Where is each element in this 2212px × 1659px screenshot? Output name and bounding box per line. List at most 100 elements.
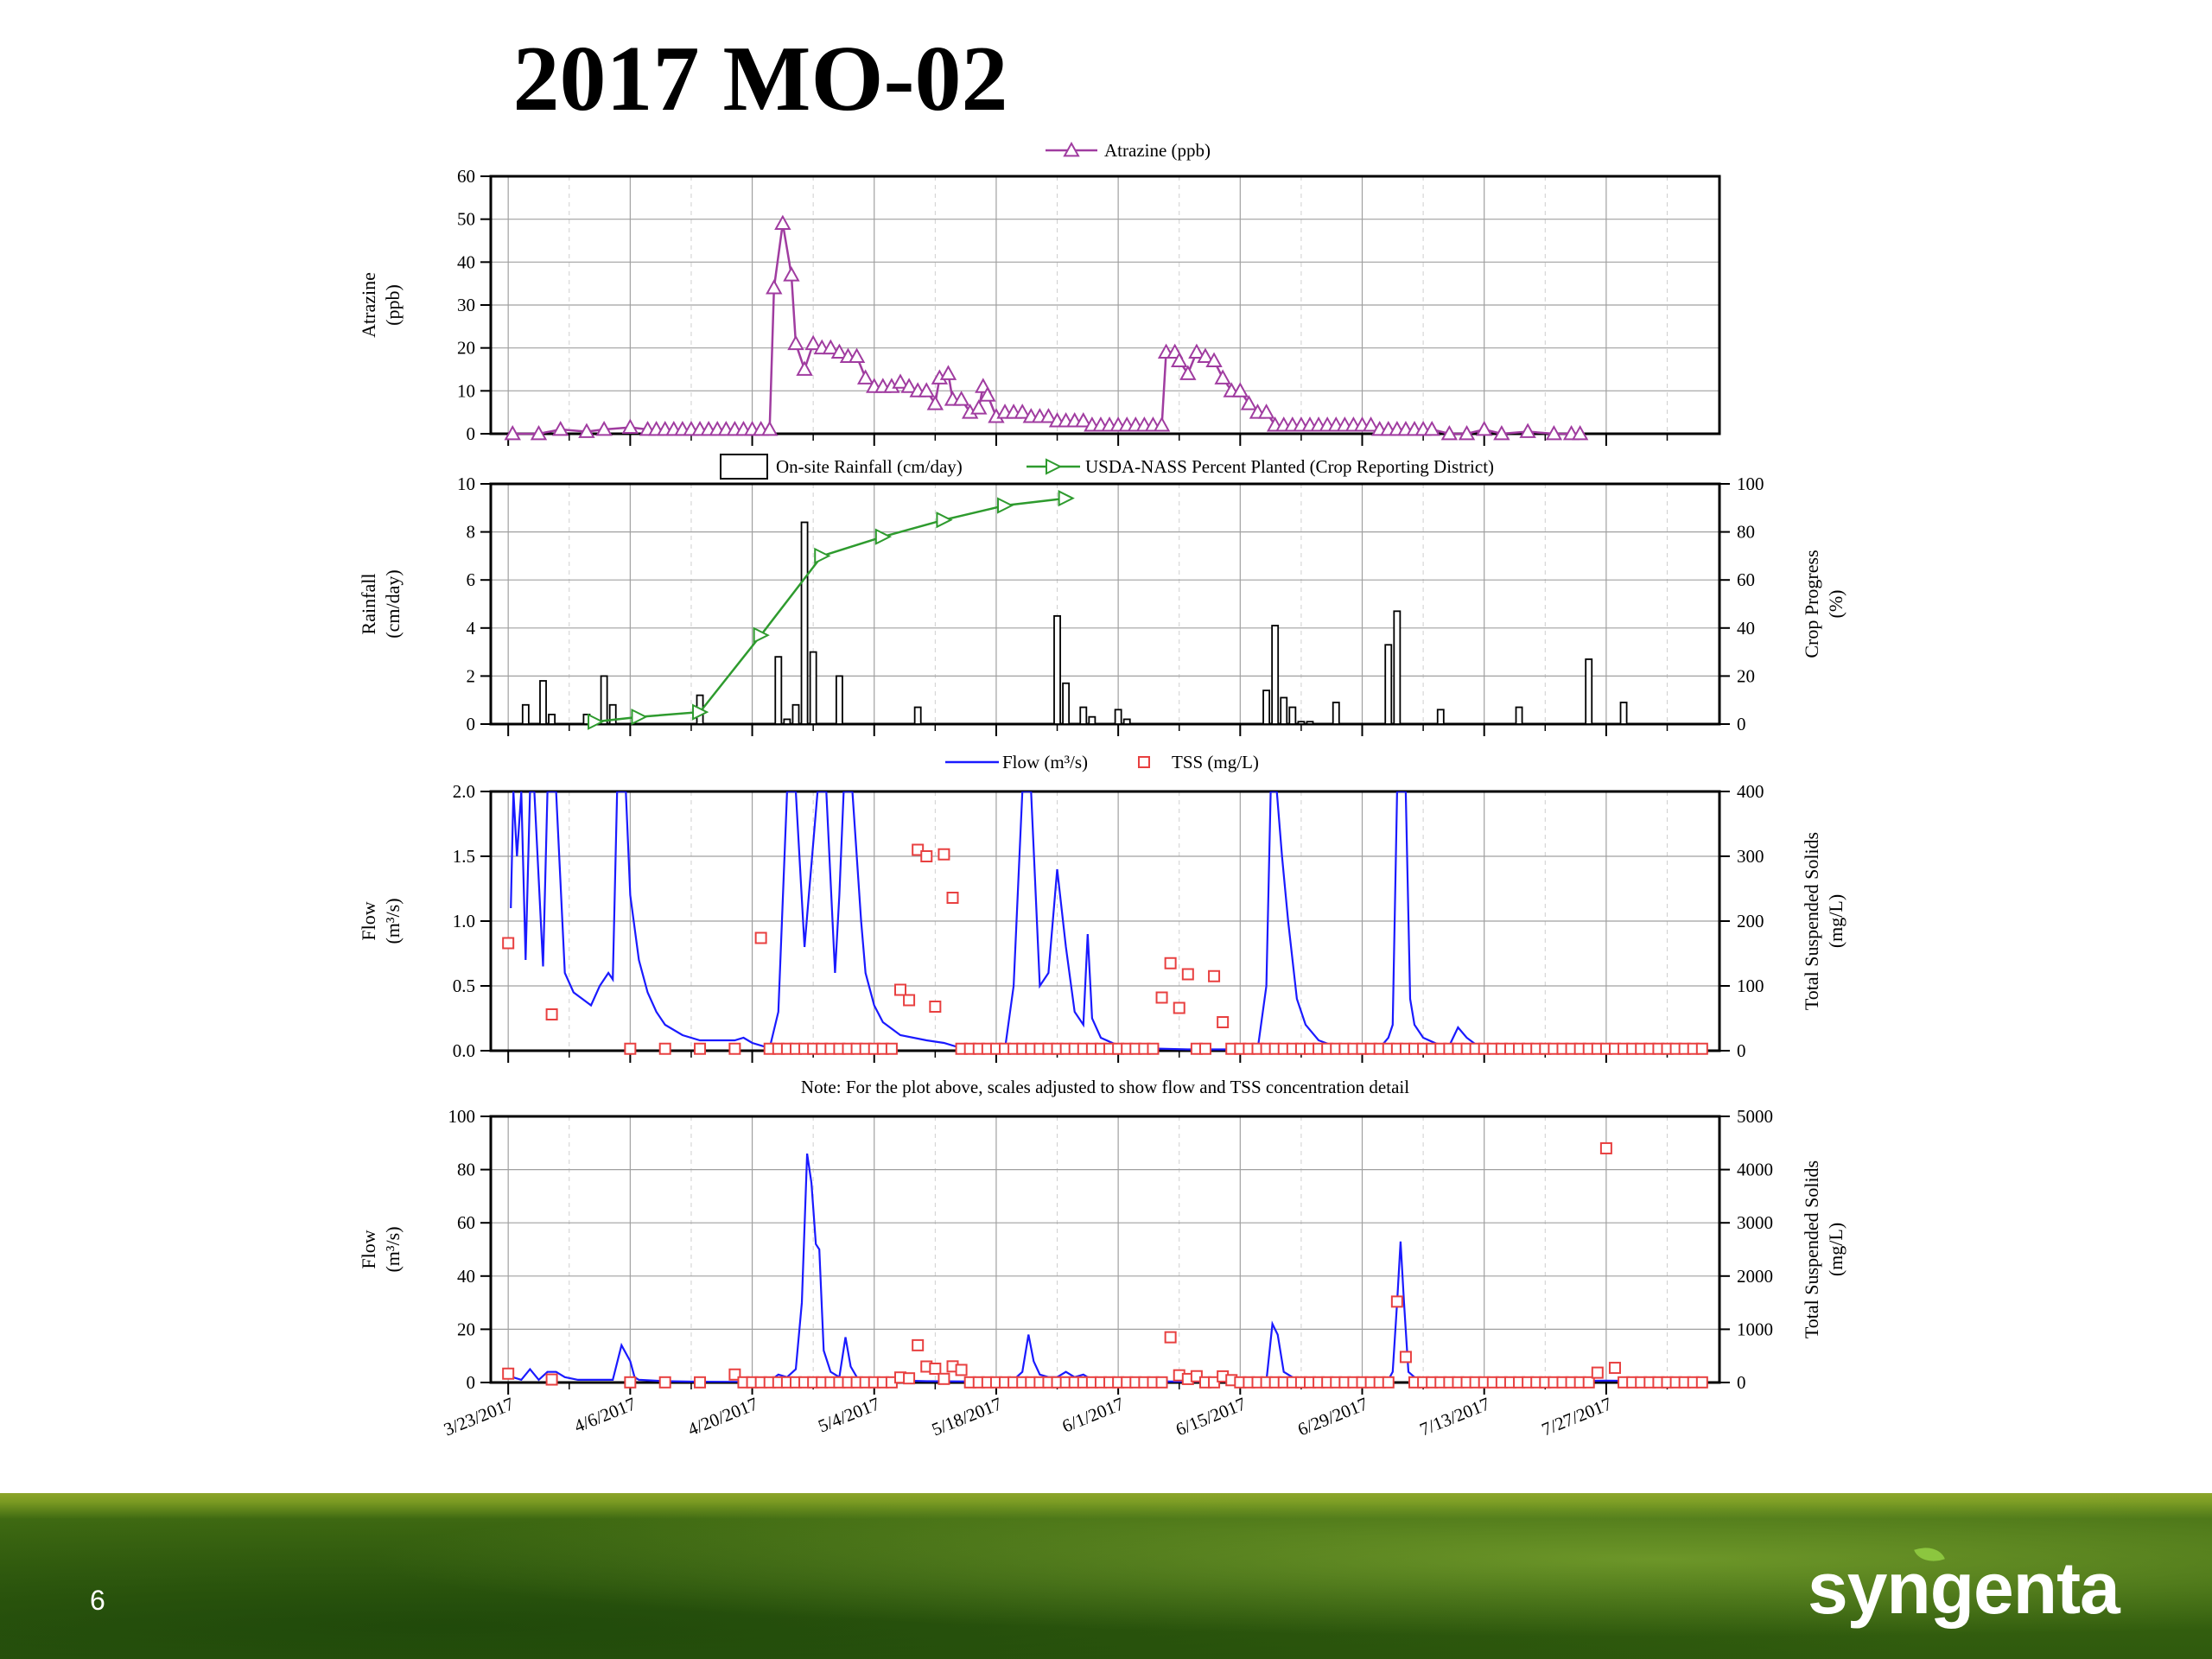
atrazine-point — [1039, 408, 1058, 423]
atrazine-point — [900, 378, 918, 393]
planted-point — [1058, 490, 1075, 507]
y-right-axis-title: Total Suspended Solids (mg/L) — [1801, 1160, 1847, 1338]
legend-tss-label: TSS (mg/L) — [1172, 752, 1259, 772]
atrazine-point — [774, 214, 791, 231]
atrazine-point — [504, 424, 521, 441]
legend-flow-label: Flow (m³/s) — [1002, 752, 1088, 772]
atrazine-point — [551, 420, 569, 436]
y-right-tick-label: 200 — [1737, 911, 1764, 931]
tss-point — [1695, 1376, 1708, 1389]
y-right-tick-label: 40 — [1737, 618, 1755, 639]
y-tick-label: 2 — [467, 665, 476, 686]
x-tick-label: 6/29/2017 — [1294, 1393, 1370, 1440]
y-axis-title-text: Rainfall (cm/day) — [358, 569, 404, 638]
x-tick-label-group: 4/20/2017 — [684, 1393, 760, 1440]
planted-point — [588, 713, 605, 730]
tss-point — [1217, 1016, 1230, 1028]
legend-rainfall-label: On-site Rainfall (cm/day) — [776, 456, 963, 477]
x-tick-label-group: 7/13/2017 — [1417, 1393, 1493, 1440]
planted-point — [997, 497, 1014, 514]
x-tick-label: 7/13/2017 — [1417, 1393, 1493, 1440]
y-tick-label: 40 — [457, 251, 475, 272]
rainfall-bar — [800, 521, 809, 725]
planted-point — [814, 547, 831, 565]
tss-point — [885, 1042, 898, 1055]
tss-point — [1208, 969, 1221, 982]
y-right-tick-label: 2000 — [1737, 1266, 1773, 1287]
rainfall-bar — [1088, 715, 1096, 725]
x-tick-label: 4/20/2017 — [684, 1393, 760, 1440]
tss-point — [912, 843, 925, 856]
atrazine-point — [1214, 369, 1231, 385]
y-tick-label: 2.0 — [453, 781, 475, 802]
rainfall-bar — [1332, 702, 1340, 725]
y-right-axis-title-line: Total Suspended Solids — [1801, 832, 1822, 1010]
y-right-tick-label: 60 — [1737, 569, 1755, 590]
y-right-tick-label: 100 — [1737, 976, 1764, 996]
atrazine-point — [1458, 424, 1476, 441]
x-tick-label: 6/1/2017 — [1059, 1393, 1127, 1436]
y-tick-label: 4 — [467, 618, 476, 639]
tss-point — [1382, 1376, 1395, 1389]
y-right-tick-label: 1000 — [1737, 1319, 1773, 1339]
atrazine-point — [856, 369, 874, 385]
y-tick-label: 20 — [457, 1319, 475, 1339]
plot-frame — [489, 482, 1721, 726]
y-tick-label: 8 — [467, 522, 476, 543]
atrazine-point — [1179, 365, 1197, 380]
atrazine-point — [1362, 416, 1380, 432]
tss-point — [694, 1376, 707, 1389]
tss-point — [1599, 1141, 1612, 1154]
x-tick-label-group: 6/1/2017 — [1059, 1393, 1127, 1436]
tss-point — [545, 1008, 558, 1020]
rainfall-bar — [1053, 615, 1061, 725]
flow-line — [512, 1153, 1676, 1382]
atrazine-point — [1519, 423, 1536, 438]
y-tick-label: 60 — [457, 1212, 475, 1233]
rainfall-bar — [548, 713, 556, 725]
atrazine-point — [918, 382, 935, 397]
x-tick-label: 5/4/2017 — [815, 1393, 882, 1436]
atrazine-line — [512, 223, 1580, 435]
tss-point — [694, 1042, 707, 1055]
y-tick-label: 100 — [448, 1106, 476, 1127]
x-tick-label: 6/15/2017 — [1173, 1393, 1249, 1440]
tss-point — [502, 937, 515, 950]
tss-point — [545, 1373, 558, 1386]
footer-background — [0, 1493, 2212, 1659]
tss-point — [1582, 1376, 1595, 1389]
rainfall-bar — [1262, 690, 1271, 725]
atrazine-point — [766, 279, 783, 295]
atrazine-point — [939, 365, 957, 380]
atrazine-point — [783, 266, 800, 282]
y-right-tick-label: 0 — [1737, 714, 1746, 734]
planted-point — [753, 626, 770, 644]
atrazine-point — [1231, 382, 1249, 397]
atrazine-point — [530, 424, 548, 441]
rainfall-bar — [809, 651, 817, 725]
tss-point — [946, 892, 959, 904]
atrazine-point — [830, 343, 849, 359]
y-right-tick-label: 0 — [1737, 1040, 1746, 1061]
rainfall-bar — [1114, 709, 1122, 725]
x-tick-label-group: 4/6/2017 — [571, 1393, 639, 1436]
y-axis-title: Flow (m³/s) — [358, 1226, 404, 1272]
y-axis-title-text: Flow (m³/s) — [358, 898, 404, 944]
y-axis-title-line: (ppb) — [382, 284, 404, 326]
y-right-tick-label: 20 — [1737, 665, 1755, 686]
y-tick-label: 50 — [457, 209, 475, 230]
y-tick-label: 10 — [457, 474, 475, 494]
y-axis-title-line: Flow — [358, 901, 379, 940]
y-tick-label: 0 — [467, 423, 476, 444]
legend-tss-marker — [1138, 756, 1150, 768]
y-right-axis-title-line: (mg/L) — [1825, 894, 1847, 948]
atrazine-point — [761, 420, 779, 436]
rainfall-bar — [783, 718, 791, 725]
rainfall-bar — [1515, 706, 1523, 725]
y-axis-title-text: Flow (m³/s) — [358, 1226, 404, 1272]
atrazine-point — [1205, 352, 1223, 367]
atrazine-point — [1171, 352, 1188, 367]
y-right-axis-title-line: Total Suspended Solids — [1801, 1160, 1822, 1338]
y-axis-title-line: Atrazine — [358, 272, 379, 338]
tss-point — [1147, 1042, 1160, 1055]
